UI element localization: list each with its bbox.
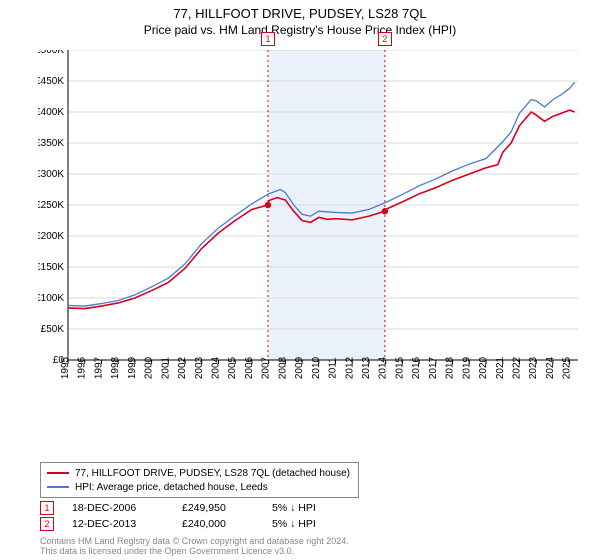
- svg-text:£100K: £100K: [38, 293, 64, 304]
- sale-marker-label: 2: [378, 32, 392, 46]
- svg-text:£150K: £150K: [38, 262, 64, 273]
- footer-line2: This data is licensed under the Open Gov…: [40, 546, 349, 556]
- title-line1: 77, HILLFOOT DRIVE, PUDSEY, LS28 7QL: [0, 6, 600, 21]
- svg-text:£300K: £300K: [38, 169, 64, 180]
- sale-marker-label: 1: [261, 32, 275, 46]
- legend-label: 77, HILLFOOT DRIVE, PUDSEY, LS28 7QL (de…: [75, 468, 350, 479]
- title-line2: Price paid vs. HM Land Registry's House …: [0, 23, 600, 37]
- sale-row: 2 12-DEC-2013£240,0005% ↓ HPI: [40, 516, 362, 532]
- legend-swatch: [47, 472, 69, 474]
- sale-hpi: 5% ↓ HPI: [272, 518, 362, 530]
- title-block: 77, HILLFOOT DRIVE, PUDSEY, LS28 7QL Pri…: [0, 0, 600, 37]
- svg-text:£400K: £400K: [38, 107, 64, 118]
- svg-text:£200K: £200K: [38, 231, 64, 242]
- legend-item: 77, HILLFOOT DRIVE, PUDSEY, LS28 7QL (de…: [47, 466, 350, 480]
- page-container: 77, HILLFOOT DRIVE, PUDSEY, LS28 7QL Pri…: [0, 0, 600, 560]
- legend-label: HPI: Average price, detached house, Leed…: [75, 482, 268, 493]
- sale-marker-icon: 1: [40, 501, 54, 515]
- svg-text:£500K: £500K: [38, 50, 64, 56]
- legend-item: HPI: Average price, detached house, Leed…: [47, 480, 350, 494]
- sale-price: £240,000: [182, 518, 272, 530]
- sale-row: 1 18-DEC-2006£249,9505% ↓ HPI: [40, 500, 362, 516]
- chart: £0£50K£100K£150K£200K£250K£300K£350K£400…: [38, 50, 578, 420]
- footer-line1: Contains HM Land Registry data © Crown c…: [40, 536, 349, 546]
- sale-date: 18-DEC-2006: [72, 502, 182, 514]
- legend-swatch: [47, 486, 69, 488]
- sale-marker-icon: 2: [40, 517, 54, 531]
- svg-text:£350K: £350K: [38, 138, 64, 149]
- sale-price: £249,950: [182, 502, 272, 514]
- footer: Contains HM Land Registry data © Crown c…: [40, 536, 349, 557]
- sale-date: 12-DEC-2013: [72, 518, 182, 530]
- svg-text:£450K: £450K: [38, 76, 64, 87]
- legend: 77, HILLFOOT DRIVE, PUDSEY, LS28 7QL (de…: [40, 462, 359, 498]
- svg-text:£50K: £50K: [41, 324, 65, 335]
- sale-hpi: 5% ↓ HPI: [272, 502, 362, 514]
- svg-text:£250K: £250K: [38, 200, 64, 211]
- sales-table: 1 18-DEC-2006£249,9505% ↓ HPI 2 12-DEC-2013…: [40, 500, 362, 532]
